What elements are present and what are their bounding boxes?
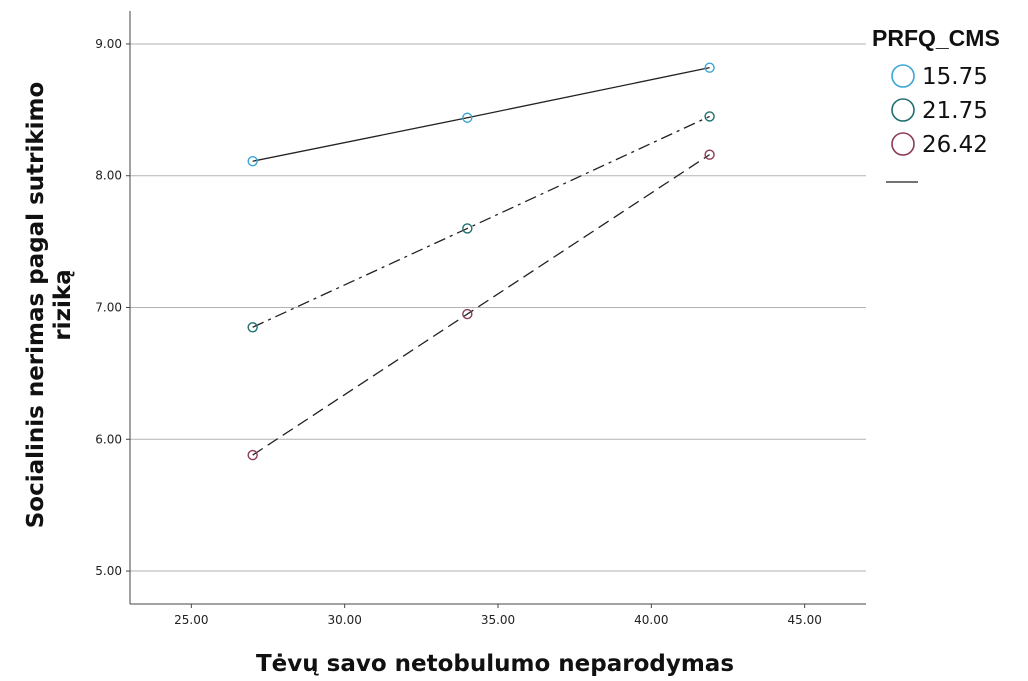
x-axis-title: Tėvų savo netobulumo neparodymas bbox=[256, 651, 734, 677]
legend-marker-15.75 bbox=[891, 64, 915, 88]
data-point-26.42 bbox=[462, 308, 473, 320]
tick-labels: 5.00 6.00 7.00 8.00 9.00 25.00 30.00 35.00 40.00… bbox=[95, 37, 822, 627]
legend-label-26.42: 26.42 bbox=[922, 132, 988, 158]
legend-marker-26.42 bbox=[891, 132, 915, 156]
data-point-21.75 bbox=[247, 322, 258, 333]
y-tick-label: 7.00 bbox=[95, 301, 122, 315]
data-point-26.42 bbox=[247, 449, 258, 461]
data-point-15.75 bbox=[462, 112, 473, 123]
x-tick-label: 25.00 bbox=[174, 613, 208, 627]
y-tick-label: 8.00 bbox=[95, 169, 122, 183]
axes bbox=[126, 11, 866, 608]
y-axis-title-line1: Socialinis nerimas pagal sutrikimo bbox=[23, 82, 49, 529]
x-tick-label: 40.00 bbox=[634, 613, 668, 627]
legend: PRFQ_CMS 15.75 21.75 26.42 bbox=[872, 25, 1000, 183]
x-tick-label: 45.00 bbox=[787, 613, 821, 627]
y-tick-label: 9.00 bbox=[95, 37, 122, 51]
legend-label-15.75: 15.75 bbox=[922, 64, 988, 90]
series-line-26.42 bbox=[252, 154, 710, 456]
data-point-21.75 bbox=[462, 223, 473, 234]
series-line-15.75 bbox=[252, 67, 710, 162]
x-tick-label: 30.00 bbox=[327, 613, 361, 627]
data-point-21.75 bbox=[704, 111, 715, 122]
data-point-15.75 bbox=[247, 156, 258, 167]
x-tick-label: 35.00 bbox=[481, 613, 515, 627]
legend-label-21.75: 21.75 bbox=[922, 98, 988, 124]
series-line-21.75 bbox=[252, 115, 710, 328]
y-tick-label: 5.00 bbox=[95, 564, 122, 578]
data-point-26.42 bbox=[704, 149, 715, 160]
y-axis-title-line2: riziką bbox=[50, 269, 76, 340]
series-group bbox=[247, 62, 715, 461]
y-tick-label: 6.00 bbox=[95, 432, 122, 446]
grid-lines bbox=[130, 43, 866, 572]
legend-marker-21.75 bbox=[891, 98, 915, 122]
legend-title: PRFQ_CMS bbox=[872, 25, 1000, 51]
data-point-15.75 bbox=[704, 62, 715, 73]
